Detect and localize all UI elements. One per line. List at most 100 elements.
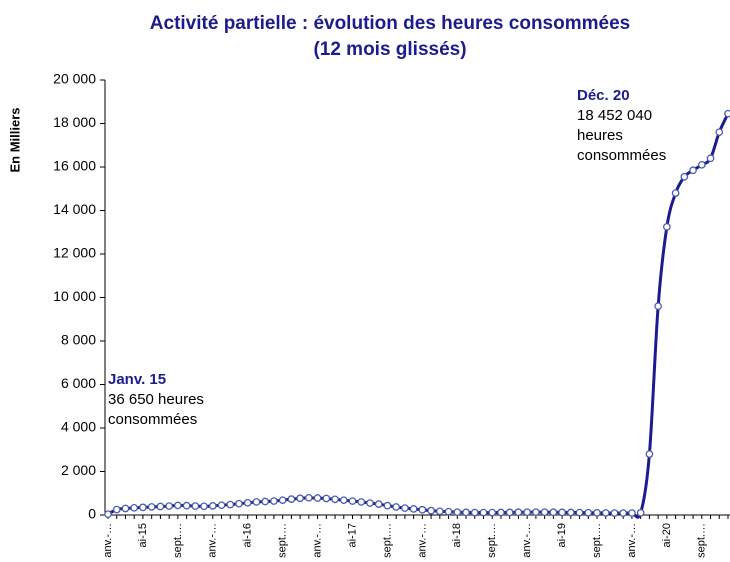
y-tick-label: 16 000 [53,158,96,174]
point [540,508,549,517]
point [671,189,680,197]
point [270,497,278,505]
x-tick-label: anv.-… [416,523,428,558]
point [636,508,645,517]
point [645,450,654,458]
chart-title: (12 mois glissés) [313,39,466,60]
point [470,508,479,517]
point [261,497,270,506]
y-tick-label: 2 000 [61,462,96,478]
point [427,506,435,515]
point [322,494,331,503]
point [505,508,514,517]
point [252,498,261,506]
x-tick-label: sept.… [277,523,289,558]
y-tick-label: 8 000 [61,332,96,348]
point [165,502,173,510]
point [619,509,628,517]
point [697,160,706,169]
x-tick-label: anv.-… [521,523,533,558]
point [523,508,532,517]
point [453,508,462,517]
point [130,503,139,512]
point [654,302,662,311]
y-tick-label: 14 000 [53,201,96,217]
point [575,508,584,517]
point [174,501,182,510]
point [366,499,374,507]
point [566,508,575,517]
x-tick-label: ai-16 [242,523,254,547]
point [235,499,243,508]
point [191,502,200,510]
y-axis-title: En Milliers [7,107,22,172]
y-tick-label: 18 000 [53,114,96,130]
point [401,504,409,512]
point [409,505,418,513]
point [663,222,671,231]
point [418,505,427,514]
y-tick-label: 12 000 [53,245,96,261]
annotation-text: 36 650 heures [108,391,204,408]
point [392,503,401,511]
point [558,508,566,517]
y-tick-label: 0 [88,506,96,522]
point [357,498,366,506]
y-tick-label: 6 000 [61,375,96,391]
point [182,501,191,510]
x-tick-label: sept.… [591,523,603,558]
y-tick-label: 4 000 [61,419,96,435]
point [374,500,383,508]
point [444,507,453,516]
x-tick-label: ai-17 [346,523,358,547]
y-tick-label: 20 000 [53,71,96,87]
annotation-text: consommées [577,147,666,164]
point [331,495,339,504]
point [488,508,497,517]
x-tick-label: ai-20 [661,523,673,547]
point [628,509,636,517]
point [706,154,715,163]
point [601,509,610,517]
point [217,501,226,510]
x-tick-label: sept.… [486,523,498,558]
series-line [107,113,730,519]
annotation-text: consommées [108,411,197,428]
point [549,508,558,517]
point [304,493,313,502]
point [313,494,322,502]
x-tick-label: anv.-… [626,523,638,558]
point [689,166,697,175]
point [610,509,619,517]
point [243,498,252,507]
point [348,497,357,505]
x-tick-label: ai-15 [137,523,149,547]
point [278,496,287,505]
x-tick-label: anv.-… [102,523,114,558]
point [435,507,444,516]
chart-title: Activité partielle : évolution des heure… [150,13,630,34]
point [200,502,208,511]
point [112,505,121,514]
x-tick-label: ai-18 [451,523,463,547]
point [462,508,470,517]
x-tick-label: sept.… [696,523,708,558]
point [584,508,593,517]
x-tick-label: sept.… [381,523,393,558]
annotation-text: heures [577,127,623,144]
x-tick-label: anv.-… [207,523,219,558]
point [497,508,505,517]
point [339,496,348,505]
point [532,508,540,517]
annotation-title: Janv. 15 [108,371,166,388]
point [593,508,601,517]
point [104,510,112,519]
point [479,508,488,517]
x-tick-label: sept.… [172,523,184,558]
point [226,500,235,509]
annotation-text: 18 452 040 [577,107,652,124]
x-tick-label: anv.-… [311,523,323,558]
point [156,502,165,511]
point [724,109,730,118]
